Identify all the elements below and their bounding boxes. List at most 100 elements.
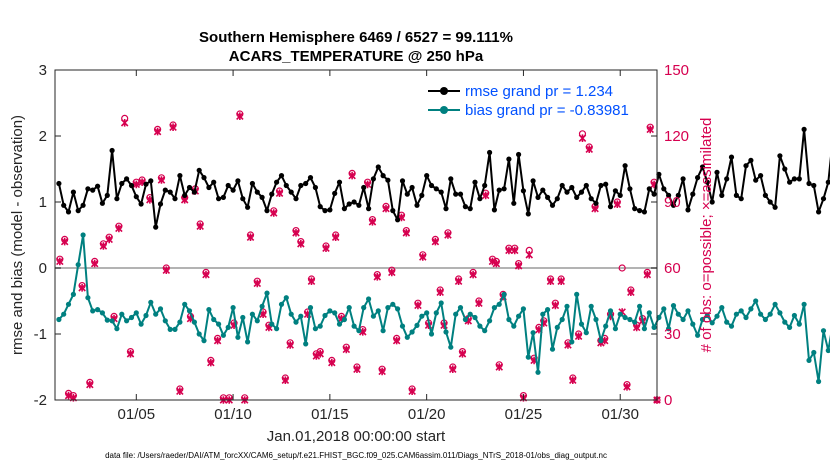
bias-point xyxy=(617,311,623,317)
obs-assimilated-marker xyxy=(202,270,210,279)
bias-point xyxy=(487,318,493,324)
obs-assimilated-marker xyxy=(475,299,483,307)
rmse-point xyxy=(762,192,769,198)
bias-point xyxy=(172,326,178,332)
bias-point xyxy=(540,311,546,317)
rmse-point xyxy=(104,192,110,198)
rmse-point xyxy=(603,181,609,187)
bias-point xyxy=(254,318,260,324)
obs-assimilated-marker xyxy=(436,288,444,296)
rmse-point xyxy=(380,173,386,179)
bias-point xyxy=(535,369,541,375)
bias-point xyxy=(714,313,720,319)
obs-assimilated-marker xyxy=(449,365,457,373)
rmse-point xyxy=(109,147,115,154)
bias-point xyxy=(612,326,619,332)
rmse-point xyxy=(433,186,439,192)
bias-point xyxy=(75,262,81,268)
rmse-point xyxy=(414,202,420,208)
rmse-point xyxy=(254,189,260,195)
x-tick-label: 01/05 xyxy=(118,406,156,423)
bias-point xyxy=(782,319,788,325)
obs-assimilated-marker xyxy=(322,244,330,252)
bias-point xyxy=(327,308,333,314)
y-left-tick-label: 1 xyxy=(39,194,47,211)
rmse-point xyxy=(351,199,357,205)
bias-point xyxy=(341,316,347,323)
rmse-point xyxy=(196,167,202,173)
rmse-point xyxy=(61,202,67,208)
plot-frame xyxy=(54,69,658,401)
rmse-point xyxy=(307,175,314,181)
rmse-point xyxy=(738,196,744,202)
rmse-point xyxy=(457,191,464,197)
rmse-point xyxy=(661,186,667,192)
obs-assimilated-marker xyxy=(495,363,504,371)
y-right-tick-label: 60 xyxy=(664,260,681,277)
rmse-point xyxy=(278,173,285,179)
obs-assimilated-marker xyxy=(643,270,652,279)
rmse-point xyxy=(714,169,720,175)
rmse-point xyxy=(336,179,343,185)
obs-assimilated-marker xyxy=(348,171,356,180)
obs-assimilated-marker xyxy=(312,352,321,360)
rmse-point xyxy=(719,192,725,198)
bias-point xyxy=(191,319,197,325)
rmse-point xyxy=(816,209,822,215)
bias-point xyxy=(472,314,478,321)
rmse-point xyxy=(211,179,217,185)
obs-assimilated-marker xyxy=(368,218,377,226)
y-left-tick-label: 3 xyxy=(39,62,47,79)
bias-point xyxy=(375,308,381,314)
obs-assimilated-marker xyxy=(585,145,594,153)
bias-point xyxy=(545,307,551,313)
bias-point xyxy=(443,329,449,335)
rmse-point xyxy=(598,182,604,189)
obs-assimilated-marker xyxy=(613,200,622,208)
rmse-point xyxy=(622,163,628,169)
rmse-point xyxy=(743,163,749,169)
bias-point xyxy=(104,317,110,323)
obs-assimilated-marker xyxy=(132,180,141,189)
rmse-point xyxy=(288,189,294,195)
legend-rmse-label: rmse grand pr = 1.234 xyxy=(465,83,613,100)
bias-point xyxy=(641,326,648,332)
bias-point xyxy=(811,349,817,356)
obs-assimilated-marker xyxy=(236,112,244,120)
legend: rmse grand pr = 1.234 bias grand pr = -0… xyxy=(424,80,650,120)
bias-point xyxy=(56,316,62,323)
bias-point xyxy=(748,306,754,312)
bias-point xyxy=(448,344,454,350)
obs-possible-marker xyxy=(618,264,626,272)
rmse-point xyxy=(501,186,507,192)
bias-point xyxy=(516,313,522,319)
rmse-point xyxy=(366,206,372,212)
rmse-point xyxy=(317,204,323,210)
bias-point xyxy=(288,311,294,317)
legend-rmse-marker xyxy=(440,87,448,95)
bias-point xyxy=(791,312,798,319)
rmse-point xyxy=(424,173,430,179)
obs-assimilated-marker xyxy=(514,262,523,270)
rmse-point xyxy=(627,186,633,192)
rmse-point xyxy=(201,175,207,181)
rmse-point xyxy=(157,201,164,207)
bias-point xyxy=(607,308,614,314)
rmse-point xyxy=(801,126,807,132)
obs-assimilated-marker xyxy=(632,323,641,332)
rmse-point xyxy=(787,179,793,185)
bias-point xyxy=(762,316,769,323)
bias-point xyxy=(240,314,246,321)
rmse-point xyxy=(99,200,105,206)
bias-point xyxy=(206,307,212,313)
bias-point xyxy=(186,308,193,314)
rmse-point xyxy=(90,187,96,193)
rmse-point xyxy=(704,179,710,185)
rmse-point xyxy=(438,189,444,195)
rmse-point xyxy=(148,178,154,184)
rmse-point xyxy=(191,189,197,195)
bias-point xyxy=(409,329,415,335)
obs-assimilated-marker xyxy=(378,367,386,376)
obs-assimilated-marker xyxy=(408,387,416,395)
bias-point xyxy=(777,310,783,316)
